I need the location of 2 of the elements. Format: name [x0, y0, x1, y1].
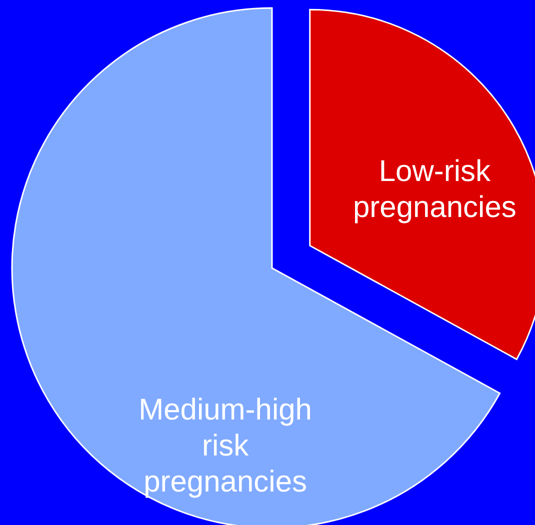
slice-label: Low-risk pregnancies: [352, 154, 516, 224]
slice-label: Medium-high risk pregnancies: [138, 394, 312, 499]
